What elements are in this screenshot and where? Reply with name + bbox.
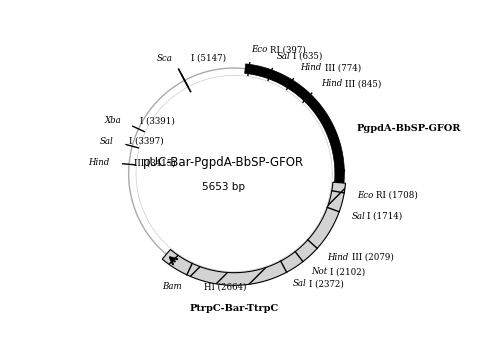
Text: PtrpC-Bar-TtrpC: PtrpC-Bar-TtrpC <box>189 304 279 313</box>
Text: I (1714): I (1714) <box>368 212 403 221</box>
Text: Bam: Bam <box>162 282 182 291</box>
Text: pUC-Bar-PgpdA-BbSP-GFOR: pUC-Bar-PgpdA-BbSP-GFOR <box>142 156 304 169</box>
Text: Sal: Sal <box>352 212 365 221</box>
Text: Eco: Eco <box>357 191 373 200</box>
Text: Eco: Eco <box>251 45 268 54</box>
Text: RI (397): RI (397) <box>270 45 307 54</box>
Text: Hind: Hind <box>321 79 342 88</box>
Text: RI (1708): RI (1708) <box>376 191 418 200</box>
Text: Sal: Sal <box>293 279 307 288</box>
Text: Hind: Hind <box>327 253 348 262</box>
Polygon shape <box>162 182 346 285</box>
Text: Sca: Sca <box>157 54 173 63</box>
Text: III (845): III (845) <box>345 79 382 88</box>
Text: III (774): III (774) <box>325 63 361 72</box>
Text: III (3415): III (3415) <box>134 158 176 167</box>
Text: Not: Not <box>311 268 327 277</box>
Text: I (3397): I (3397) <box>129 137 164 146</box>
Polygon shape <box>245 64 344 183</box>
Text: I (2102): I (2102) <box>330 268 365 277</box>
Text: Sal: Sal <box>100 137 114 146</box>
Text: I (635): I (635) <box>293 52 322 61</box>
Text: 5653 bp: 5653 bp <box>201 183 245 192</box>
Text: Hind: Hind <box>300 63 321 72</box>
Text: I (2372): I (2372) <box>309 279 344 288</box>
Text: PgpdA-BbSP-GFOR: PgpdA-BbSP-GFOR <box>357 124 461 133</box>
Text: Sal: Sal <box>277 52 291 61</box>
Text: Hind: Hind <box>88 158 110 167</box>
Text: HI (2664): HI (2664) <box>204 282 247 291</box>
Text: III (2079): III (2079) <box>352 253 393 262</box>
Text: I (3391): I (3391) <box>140 116 175 125</box>
Text: Xba: Xba <box>104 116 121 125</box>
Text: I (5147): I (5147) <box>191 54 226 63</box>
